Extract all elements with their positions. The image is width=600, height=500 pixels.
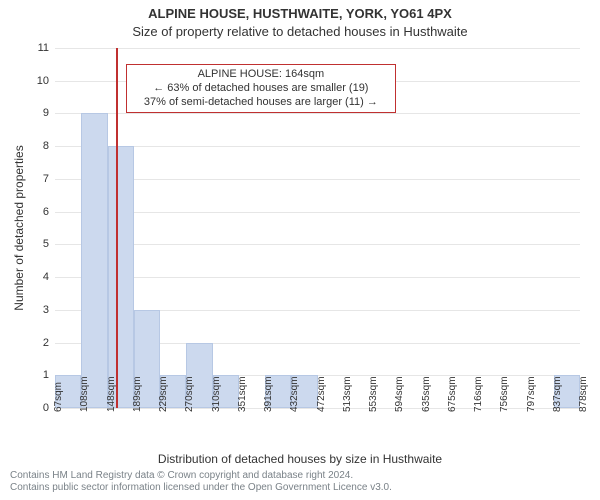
x-tick-label: 716sqm [473,376,484,412]
x-tick-label: 351sqm [237,376,248,412]
x-tick-label: 635sqm [421,376,432,412]
annotation-smaller: ← 63% of detached houses are smaller (19… [133,82,389,96]
x-tick-label: 270sqm [184,376,195,412]
y-tick-label: 5 [43,238,49,250]
page-title-address: ALPINE HOUSE, HUSTHWAITE, YORK, YO61 4PX [0,6,600,21]
x-tick-label: 391sqm [263,376,274,412]
y-tick-label: 11 [38,42,49,54]
x-tick-label: 310sqm [211,376,222,412]
gridline [55,179,580,180]
x-tick-label: 472sqm [316,376,327,412]
x-tick-label: 797sqm [526,376,537,412]
x-tick-label: 837sqm [552,376,563,412]
gridline [55,277,580,278]
x-tick-label: 594sqm [394,376,405,412]
y-axis-label: Number of detached properties [12,145,26,310]
gridline [55,244,580,245]
y-tick-label: 7 [43,173,49,185]
y-tick-label: 4 [43,271,49,283]
x-tick-label: 553sqm [368,376,379,412]
histogram-bar [81,113,107,408]
x-tick-label: 675sqm [447,376,458,412]
y-tick-label: 9 [43,107,49,119]
annotation-larger: 37% of semi-detached houses are larger (… [133,96,389,110]
x-tick-label: 432sqm [289,376,300,412]
gridline [55,212,580,213]
x-tick-label: 148sqm [106,376,117,412]
annotation-title: ALPINE HOUSE: 164sqm [133,68,389,82]
y-tick-label: 6 [43,206,49,218]
y-tick-label: 3 [43,304,49,316]
x-tick-label: 67sqm [53,382,64,412]
histogram-bar [108,146,134,408]
gridline [55,113,580,114]
page-subtitle: Size of property relative to detached ho… [0,24,600,39]
x-tick-label: 756sqm [499,376,510,412]
y-tick-label: 0 [43,402,49,414]
x-tick-label: 878sqm [578,376,589,412]
footer-copyright-2: Contains public sector information licen… [10,482,590,494]
annotation-box: ALPINE HOUSE: 164sqm← 63% of detached ho… [126,64,396,113]
x-tick-label: 513sqm [342,376,353,412]
x-axis-label: Distribution of detached houses by size … [0,452,600,466]
y-tick-label: 1 [43,369,49,381]
footer-copyright-1: Contains HM Land Registry data © Crown c… [10,470,590,482]
gridline [55,48,580,49]
y-tick-label: 2 [43,337,49,349]
gridline [55,146,580,147]
histogram-plot: 0123456789101167sqm108sqm148sqm189sqm229… [55,48,580,408]
x-tick-label: 229sqm [158,376,169,412]
x-tick-label: 108sqm [79,376,90,412]
y-tick-label: 10 [37,75,49,87]
y-tick-label: 8 [43,140,49,152]
x-tick-label: 189sqm [132,376,143,412]
reference-line [116,48,118,408]
